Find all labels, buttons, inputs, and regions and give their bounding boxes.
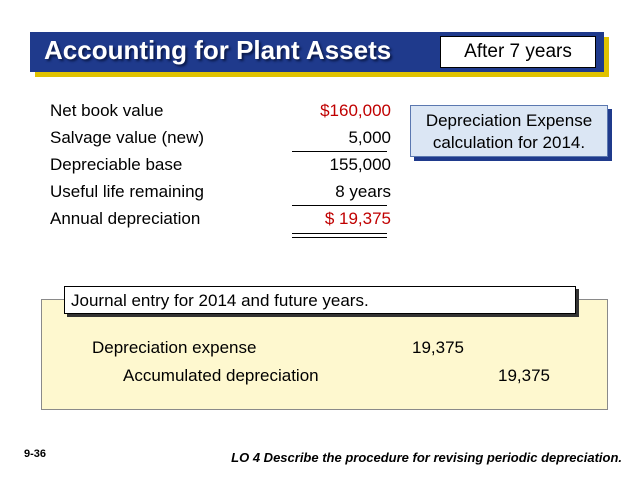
callout-box: Depreciation Expense calculation for 201… bbox=[410, 105, 608, 157]
calc-row-net-book-value: Net book value $160,000 bbox=[50, 101, 395, 127]
calc-value: 8 years bbox=[335, 182, 391, 201]
journal-credit-account: Accumulated depreciation bbox=[123, 366, 319, 385]
calc-label: Useful life remaining bbox=[50, 182, 205, 201]
calc-row-annual-depreciation: Annual depreciation $ 19,375 bbox=[50, 209, 395, 235]
journal-entry-box bbox=[41, 299, 608, 410]
calc-label: Salvage value (new) bbox=[50, 128, 205, 147]
calc-label: Net book value bbox=[50, 101, 164, 120]
calc-label: Depreciable base bbox=[50, 155, 183, 174]
journal-entry-label: Journal entry for 2014 and future years. bbox=[64, 286, 576, 314]
calc-value: 5,000 bbox=[348, 128, 391, 147]
title-bar: Accounting for Plant Assets After 7 year… bbox=[30, 32, 604, 72]
calc-row-useful-life: Useful life remaining 8 years bbox=[50, 182, 395, 208]
double-underline-rule-top bbox=[292, 233, 387, 234]
callout-line-1: Depreciation Expense bbox=[425, 111, 593, 130]
underline-rule bbox=[292, 151, 387, 152]
slide-number: 9-36 bbox=[24, 448, 47, 460]
calc-row-depreciable-base: Depreciable base 155,000 bbox=[50, 155, 395, 181]
journal-credit-amount: 19,375 bbox=[498, 366, 550, 385]
calc-label: Annual depreciation bbox=[50, 209, 201, 228]
callout-line-2: calculation for 2014. bbox=[432, 133, 586, 152]
calc-value: $160,000 bbox=[320, 101, 391, 120]
calc-row-salvage-value: Salvage value (new) 5,000 bbox=[50, 128, 395, 154]
title-badge: After 7 years bbox=[440, 36, 596, 68]
journal-debit-amount: 19,375 bbox=[412, 338, 464, 357]
slide-title: Accounting for Plant Assets bbox=[44, 35, 392, 65]
calc-value: 155,000 bbox=[329, 155, 391, 174]
journal-debit-account: Depreciation expense bbox=[92, 338, 257, 357]
learning-objective: LO 4 Describe the procedure for revising… bbox=[231, 450, 622, 465]
calc-value: $ 19,375 bbox=[324, 209, 391, 228]
underline-rule bbox=[292, 205, 387, 206]
double-underline-rule-bottom bbox=[292, 237, 387, 238]
